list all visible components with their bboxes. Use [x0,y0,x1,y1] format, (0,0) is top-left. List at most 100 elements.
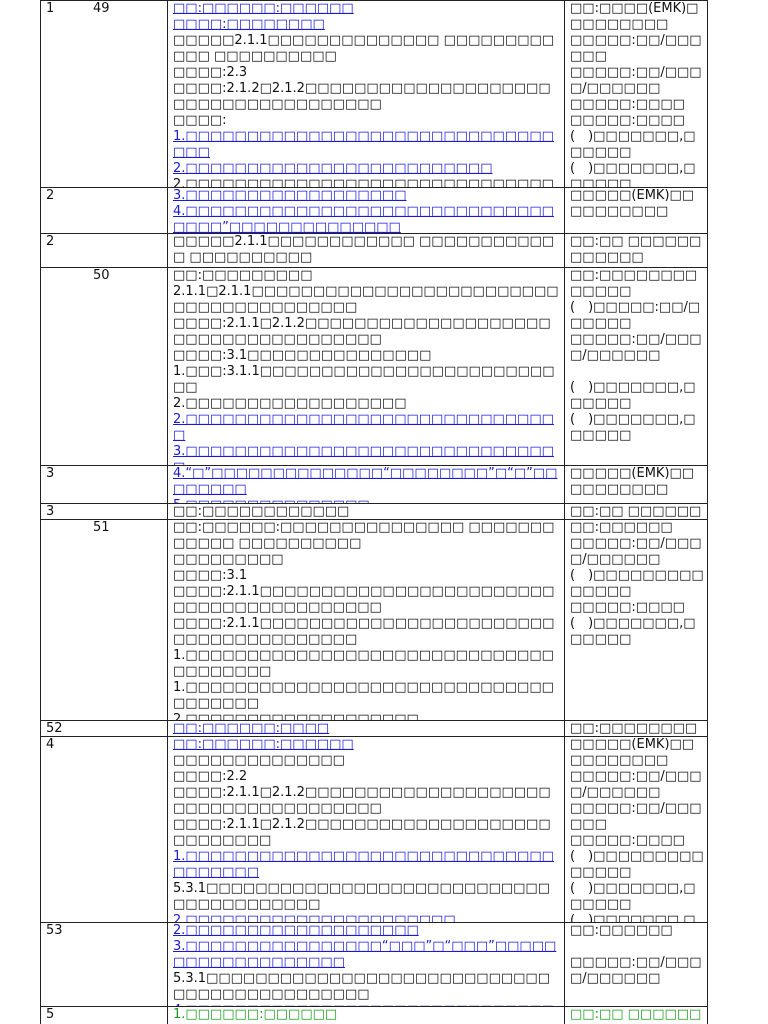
row-number: 53 [46,923,63,938]
table-row-border [40,465,708,466]
note-line: □□□□□:□□□□ [570,97,685,112]
content-line: □□□□:2.1.1□2.1.2□□□□□□□□□□□□□□□□□□□□□□□□… [173,316,551,347]
content-line: 1.□□□:3.1.1□□□□□□□□□□□□□□□□□□□□□□□□□□ [173,364,555,395]
content-line: 2.□□□□□□□□□□□□□□□□□□□ [173,712,419,720]
content-line: 2.1.1□2.1.1□□□□□□□□□□□□□□□□□□□□□□□□□□□□□… [173,284,559,315]
content-line: □□□□:3.1□□□□□□□□□□□□□□□ [173,348,432,363]
row-content-cell: □□:□□□□□□:□□□□□□ □□□□□□□□□□□□□□ □□□□:2.2 □□… [173,737,559,922]
table-row-border [40,1006,708,1007]
content-link[interactable]: 3.□□□□□□□□□□□□□□□□□□□□□□□□□□□□□□□ [173,444,554,465]
table-border-col3 [564,0,565,1024]
row-number: 5 [46,1007,55,1022]
content-link[interactable]: 2.□□□□□□□□□□□□□□□□□□□□□□ [173,913,456,922]
content-line: 1.□□□□□□□□□□□□□□□□□□□□□□□□□□□□□□□□□□□□□ [173,680,554,711]
content-link[interactable]: 5.□□□□□□ [173,266,559,267]
content-link[interactable]: □□:□□□□□□:□□□□ [173,721,330,736]
content-line: 1.□□□□□□□□□□□□□□□□□□□□□□□□□□□□□□□□□□□□□□ [173,648,554,679]
content-link[interactable]: 2.□□□□□□□□□□□□□□□□□□□□□□□□□ [173,161,493,176]
row-note-cell: □□:□□ □□□□□□□□□□□□ [570,504,704,520]
row-content-cell: 1.□□□□□□:□□□□□□ [173,1007,559,1024]
note-line: ( )□□□□□□□,□□□□□□ [570,881,696,912]
row-content-cell: □□:□□□□□□:□□□□□□□□□□□□□□□ □□□□□□□□□□□□ □… [173,520,559,720]
row-page-number: 51 [93,520,110,535]
row-note-cell: □□:□□□□□□□□□□□□□( )□□□□□:□□/□□□□□□ □□□□□:… [570,268,704,465]
row-page-number: 50 [93,268,110,283]
row-content-cell: 2.□□□□□□□□□□□□□□□□□□□ 3.□□□□□□□□□□□□□□□□“… [173,923,559,1006]
note-line: ( )□□□□□□□,□□□□□□ [570,380,696,411]
row-note-cell: □□:□□□□□□ □□□□□:□□/□□□□/□□□□□□( )□□□□□□□□… [570,520,704,720]
note-line: □□:□□ □□□□□□□□□□□□ [570,234,702,265]
row-number: 2 [46,234,55,249]
row-note-cell: □□□□□(EMK)□□□□□□□□□□ [570,466,704,503]
content-line: □□□□:3.1 [173,568,248,583]
note-line: □□□□□:□□□□ [570,833,685,848]
row-page-number: 49 [93,1,110,16]
note-line: □□:□□□□(EMK)□□□□□□□□□ [570,1,699,32]
content-line: □□□□:2.1.1□2.1.2□□□□□□□□□□□□□□□□□□□□□□□□… [173,785,551,816]
row-content-cell: 4.“□”□□□□□□□□□□□□□□“□□□□□□□□”□“□”□□□□□□□… [173,466,559,503]
content-link[interactable]: 4.□□□□□□□□□□□□□□□□□□□□□□□□□□□□□□□□□□□□□□… [173,1003,559,1006]
row-note-cell: □□:□□ □□□□□□□□□□□□ [570,1007,704,1024]
content-link[interactable]: 1.□□□□□□□□□□□□□□□□□□□□□□□□□□□□□□□□□□□□□ [173,849,554,880]
note-line: ( )□□□□□:□□/□□□□□□ [570,300,701,331]
content-link[interactable]: 4.“□”□□□□□□□□□□□□□□“□□□□□□□□”□“□”□□□□□□□… [173,466,558,497]
content-line: 2.□□□□□□□□□□□□□□□□□□□□□□□□□□□□□□□□□□□□□ [173,177,554,187]
content-line: 1.□□□□□□:□□□□□□ [173,1007,338,1022]
row-content-cell: □□:□□□□□□□□□ 2.1.1□2.1.1□□□□□□□□□□□□□□□□□… [173,268,559,465]
table-border-col2 [167,0,168,1024]
note-line: □□□□□:□□/□□□□/□□□□□□ [570,332,702,363]
content-line: □□□□□2.1.1□□□□□□□□□□□□ □□□□□□□□□□□□ □□□□… [173,234,555,265]
row-content-cell: □□:□□□□□□:□□□□ [173,721,559,737]
note-line: □□:□□ □□□□□□□□□□□□ [570,504,702,519]
content-link[interactable]: 2.□□□□□□□□□□□□□□□□□□□□□□□□□□□□□□□ [173,412,554,443]
note-line: ( )□□□□□□□,□□□□□□ [570,161,696,187]
note-line: □□□□□(EMK)□□□□□□□□□□ [570,188,695,219]
note-line: □□:□□□□□□□□□□□□□ [570,268,698,299]
content-link[interactable]: □□□□:□□□□□□□□ [173,17,325,32]
note-line: ( )□□□□□□□,□□□□□□ [570,129,696,160]
content-line: □□□□:2.1.1□□□□□□□□□□□□□□□□□□□□□□□□□□□□□□… [173,584,555,615]
table-row-border [40,736,708,737]
row-number: 52 [46,721,63,736]
content-line: □□:□□□□□□□□□ [173,268,313,283]
content-link[interactable]: 3.□□□□□□□□□□□□□□□□□□ [173,188,407,203]
note-line [570,364,704,380]
table-row-border [40,922,708,923]
row-content-cell: 3.□□□□□□□□□□□□□□□□□□ 4.□□□□□□□□□□□□□□□□□□… [173,188,559,233]
row-note-cell: □□:□□ □□□□□□□□□□□□ [570,234,704,267]
content-line: □□□□□□□□□ [173,552,284,567]
content-line: □□:□□□□□□:□□□□□□□□□□□□□□□ □□□□□□□□□□□□ □… [173,520,555,551]
table-row-border [40,503,708,504]
note-line: ( )□□□□□□□,□□□□□□ [570,412,696,443]
content-line: □□□□:2.1.2□2.1.2□□□□□□□□□□□□□□□□□□□□□□□□… [173,81,551,112]
content-line: 5.3.1□□□□□□□□□□□□□□□□□□□□□□□□□□□□□□□□□□□… [173,881,550,912]
note-line: □□□□□:□□/□□□□/□□□□□□ [570,955,702,986]
note-line: □□□□□:□□/□□□□/□□□□□□ [570,536,702,567]
content-link[interactable]: 3.□□□□□□□□□□□□□□□□“□□□”□“□□□”□□□□□□□□□□□… [173,939,557,970]
row-content-cell: □□□□□2.1.1□□□□□□□□□□□□ □□□□□□□□□□□□ □□□□… [173,234,559,267]
table-row-border [40,0,708,1]
row-note-cell: □□:□□□□(EMK)□□□□□□□□□ □□□□□:□□/□□□□□□ □□□□… [570,1,704,187]
table-row-border [40,720,708,721]
content-line: □□□□:2.1.1□□□□□□□□□□□□□□□□□□□□□□□□□□□□□□… [173,616,555,647]
row-note-cell: □□:□□□□□□ □□□□□:□□/□□□□/□□□□□□ [570,923,704,1006]
content-link[interactable]: 1.□□□□□□□□□□□□□□□□□□□□□□□□□□□□□□□□□ [173,129,554,160]
content-link[interactable]: □□:□□□□□□:□□□□□□ [173,737,354,752]
table-row-border [40,233,708,234]
note-line: □□□□□:□□/□□□□/□□□□□□ [570,65,702,96]
note-line: □□:□□ □□□□□□□□□□□□ [570,1007,702,1024]
note-line: □□□□□(EMK)□□□□□□□□□□ [570,466,695,497]
note-line: □□□□□:□□/□□□□□□ [570,801,702,832]
content-link[interactable]: 5.□□□□□□□□□□□□□□□ [173,498,559,503]
note-line: □□□□□:□□□□ [570,600,685,615]
content-link[interactable]: 2.□□□□□□□□□□□□□□□□□□□ [173,923,419,938]
row-note-cell: □□□□□(EMK)□□□□□□□□□□ □□□□□:□□/□□□□/□□□□□□… [570,737,704,922]
row-content-cell: □□:□□□□□□:□□□□□□ □□□□:□□□□□□□□ □□□□□2.1.1□… [173,1,559,187]
content-link[interactable]: 4.□□□□□□□□□□□□□□□□□□□□□□□□□□□□□□□□□□”□□□… [173,204,554,233]
table-border-right [707,0,708,1024]
row-number: 3 [46,466,55,481]
content-link[interactable]: □□:□□□□□□:□□□□□□ [173,1,354,16]
note-line: □□□□□:□□/□□□□□□ [570,33,702,64]
row-note-cell: □□:□□□□□□□□ [570,721,704,737]
